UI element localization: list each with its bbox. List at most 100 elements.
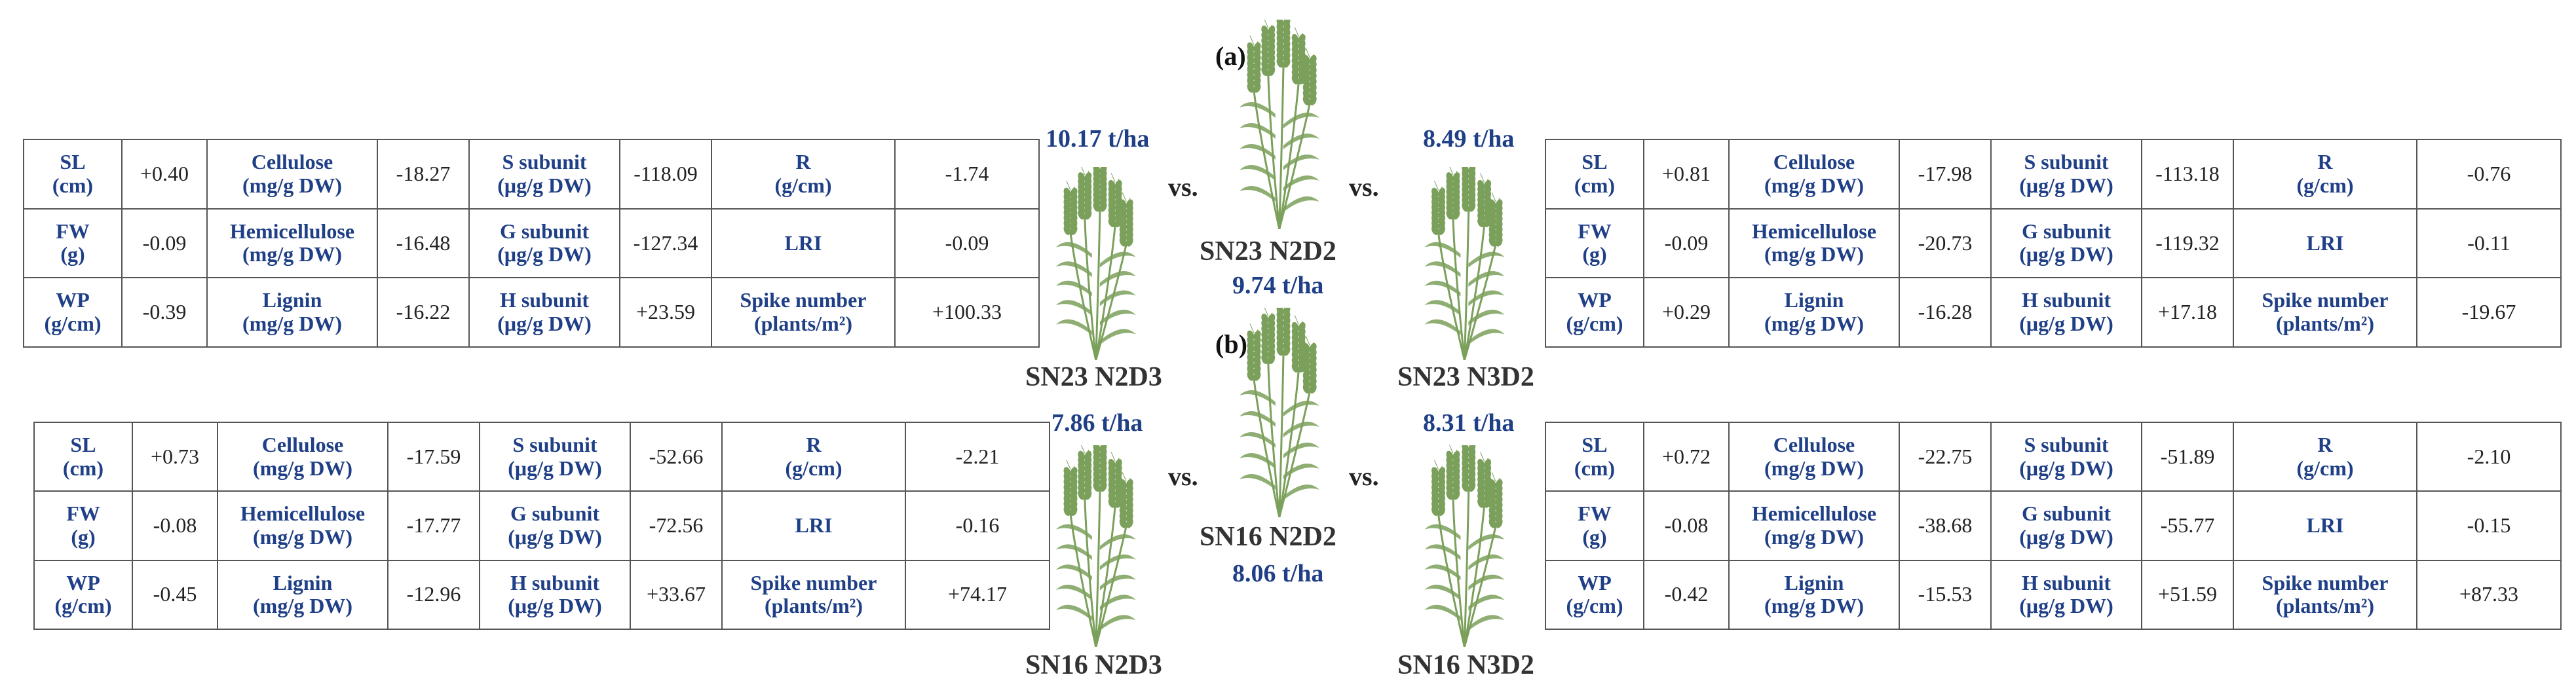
metric-unit: (plants/m²)	[764, 594, 863, 618]
cultivar-right-a: SN23 N3D2	[1397, 362, 1534, 392]
wheat-plant-icon	[1048, 157, 1140, 361]
metric-value: +0.81	[1643, 139, 1730, 210]
panel-label-a: (a)	[1215, 41, 1246, 71]
vs-right-b: vs.	[1349, 462, 1379, 491]
metric-name: S subunit	[502, 150, 587, 174]
metric-label: LRI	[2233, 490, 2417, 561]
metric-value: -16.28	[1899, 277, 1992, 348]
metric-name: Hemicellulose	[229, 219, 355, 243]
metric-value: -0.42	[1643, 559, 1730, 631]
wheat-plant-icon	[1232, 298, 1323, 518]
metric-label: Lignin (mg/g DW)	[1728, 277, 1900, 348]
metric-label: Lignin (mg/g DW)	[1728, 559, 1900, 631]
metric-unit: (μg/g DW)	[2019, 456, 2113, 480]
metric-value: -127.34	[619, 208, 712, 279]
table-row: WP (g/cm) -0.39 Lignin (mg/g DW) -16.22 H subu…	[23, 277, 1040, 348]
metric-label: WP (g/cm)	[1545, 277, 1644, 348]
metric-label: WP (g/cm)	[33, 559, 133, 631]
metric-name: H subunit	[510, 570, 600, 595]
comparison-table-sn16-n3d2: SL (cm) +0.72 Cellulose (mg/g DW) -22.75 S sub…	[1545, 421, 2562, 631]
metric-value: -0.08	[1643, 490, 1730, 561]
metric-value: -0.39	[121, 277, 208, 348]
metric-name: FW	[56, 219, 90, 243]
metric-unit: (cm)	[62, 456, 104, 480]
metric-value: -0.76	[2416, 139, 2562, 210]
metric-value: -16.48	[377, 208, 470, 279]
metric-label: R (g/cm)	[711, 139, 896, 210]
metric-unit: (plants/m²)	[2275, 594, 2375, 618]
wheat-plant-icon	[1415, 157, 1510, 361]
metric-value: -16.22	[377, 277, 470, 348]
metric-name: H subunit	[2021, 288, 2112, 312]
cultivar-left-b: SN16 N2D3	[1025, 650, 1162, 680]
metric-unit: (mg/g DW)	[253, 456, 352, 480]
cultivar-center-b: SN16 N2D2	[1200, 522, 1336, 552]
metric-name: Hemicellulose	[1751, 502, 1877, 526]
vs-left-a: vs.	[1168, 172, 1198, 202]
metric-value: -0.16	[905, 490, 1050, 561]
metric-name: Cellulose	[261, 432, 344, 456]
metric-value: -12.96	[387, 559, 480, 631]
metric-unit: (μg/g DW)	[508, 524, 602, 549]
metric-unit: (g)	[1582, 524, 1607, 549]
metric-unit: (mg/g DW)	[253, 524, 352, 549]
metric-unit: (mg/g DW)	[242, 312, 342, 336]
metric-unit: (mg/g DW)	[1764, 173, 1864, 197]
table-row: FW (g) -0.08 Hemicellulose (mg/g DW) -38.68 G …	[1545, 490, 2562, 561]
metric-unit: (μg/g DW)	[508, 456, 602, 480]
metric-unit: (μg/g DW)	[2019, 524, 2113, 549]
metric-label: G subunit (μg/g DW)	[468, 208, 620, 279]
vs-left-b: vs.	[1168, 462, 1198, 491]
yield-left-b: 7.86 t/ha	[1051, 409, 1143, 437]
metric-name: Spike number	[2262, 288, 2389, 312]
metric-value: -2.21	[905, 421, 1050, 492]
table-row: WP (g/cm) +0.29 Lignin (mg/g DW) -16.28 H subu…	[1545, 277, 2562, 348]
metric-name: G subunit	[499, 219, 590, 243]
metric-label: FW (g)	[1545, 490, 1644, 561]
table-row: FW (g) -0.08 Hemicellulose (mg/g DW) -17.77 G …	[33, 490, 1050, 561]
metric-name: WP	[1578, 570, 1612, 595]
metric-name: LRI	[2306, 513, 2344, 538]
metric-name: S subunit	[2024, 150, 2109, 174]
metric-name: G subunit	[2021, 219, 2112, 243]
metric-name: SL	[1582, 150, 1608, 174]
table-row: SL (cm) +0.81 Cellulose (mg/g DW) -17.98 S sub…	[1545, 139, 2562, 210]
metric-label: H subunit (μg/g DW)	[479, 559, 631, 631]
metric-label: H subunit (μg/g DW)	[468, 277, 620, 348]
metric-label: R (g/cm)	[721, 421, 906, 492]
metric-name: H subunit	[2021, 570, 2112, 595]
metric-unit: (g/cm)	[2296, 173, 2354, 197]
metric-value: +74.17	[905, 559, 1050, 631]
metric-label: H subunit (μg/g DW)	[1990, 277, 2142, 348]
comparison-table-sn23-n2d3: SL (cm) +0.40 Cellulose (mg/g DW) -18.27 S sub…	[23, 139, 1040, 348]
metric-name: G subunit	[2021, 502, 2112, 526]
metric-name: FW	[66, 502, 100, 526]
metric-label: Cellulose (mg/g DW)	[1728, 139, 1900, 210]
metric-value: +87.33	[2416, 559, 2562, 631]
table-row: WP (g/cm) -0.42 Lignin (mg/g DW) -15.53 H subu…	[1545, 559, 2562, 631]
table-row: SL (cm) +0.72 Cellulose (mg/g DW) -22.75 S sub…	[1545, 421, 2562, 492]
metric-name: FW	[1578, 502, 1612, 526]
metric-label: SL (cm)	[1545, 421, 1644, 492]
comparison-table-sn23-n3d2: SL (cm) +0.81 Cellulose (mg/g DW) -17.98 S sub…	[1545, 139, 2562, 348]
metric-name: S subunit	[512, 432, 597, 456]
metric-unit: (mg/g DW)	[1764, 594, 1864, 618]
metric-unit: (mg/g DW)	[1764, 456, 1864, 480]
vs-right-a: vs.	[1349, 172, 1379, 202]
metric-name: Spike number	[2262, 570, 2389, 595]
metric-label: H subunit (μg/g DW)	[1990, 559, 2142, 631]
metric-name: FW	[1578, 219, 1612, 243]
yield-left-a: 10.17 t/ha	[1046, 125, 1150, 153]
comparison-table-sn16-n2d3: SL (cm) +0.73 Cellulose (mg/g DW) -17.59 S sub…	[33, 421, 1050, 631]
metric-label: S subunit (μg/g DW)	[479, 421, 631, 492]
metric-label: S subunit (μg/g DW)	[1990, 421, 2142, 492]
metric-name: H subunit	[499, 288, 590, 312]
cultivar-right-b: SN16 N3D2	[1397, 650, 1534, 680]
table-row: FW (g) -0.09 Hemicellulose (mg/g DW) -20.73 G …	[1545, 208, 2562, 279]
metric-label: SL (cm)	[23, 139, 123, 210]
metric-unit: (g/cm)	[1566, 312, 1623, 336]
metric-name: WP	[56, 288, 90, 312]
table-row: SL (cm) +0.73 Cellulose (mg/g DW) -17.59 S sub…	[33, 421, 1050, 492]
metric-name: Lignin	[1784, 570, 1844, 595]
metric-label: Hemicellulose (mg/g DW)	[217, 490, 388, 561]
